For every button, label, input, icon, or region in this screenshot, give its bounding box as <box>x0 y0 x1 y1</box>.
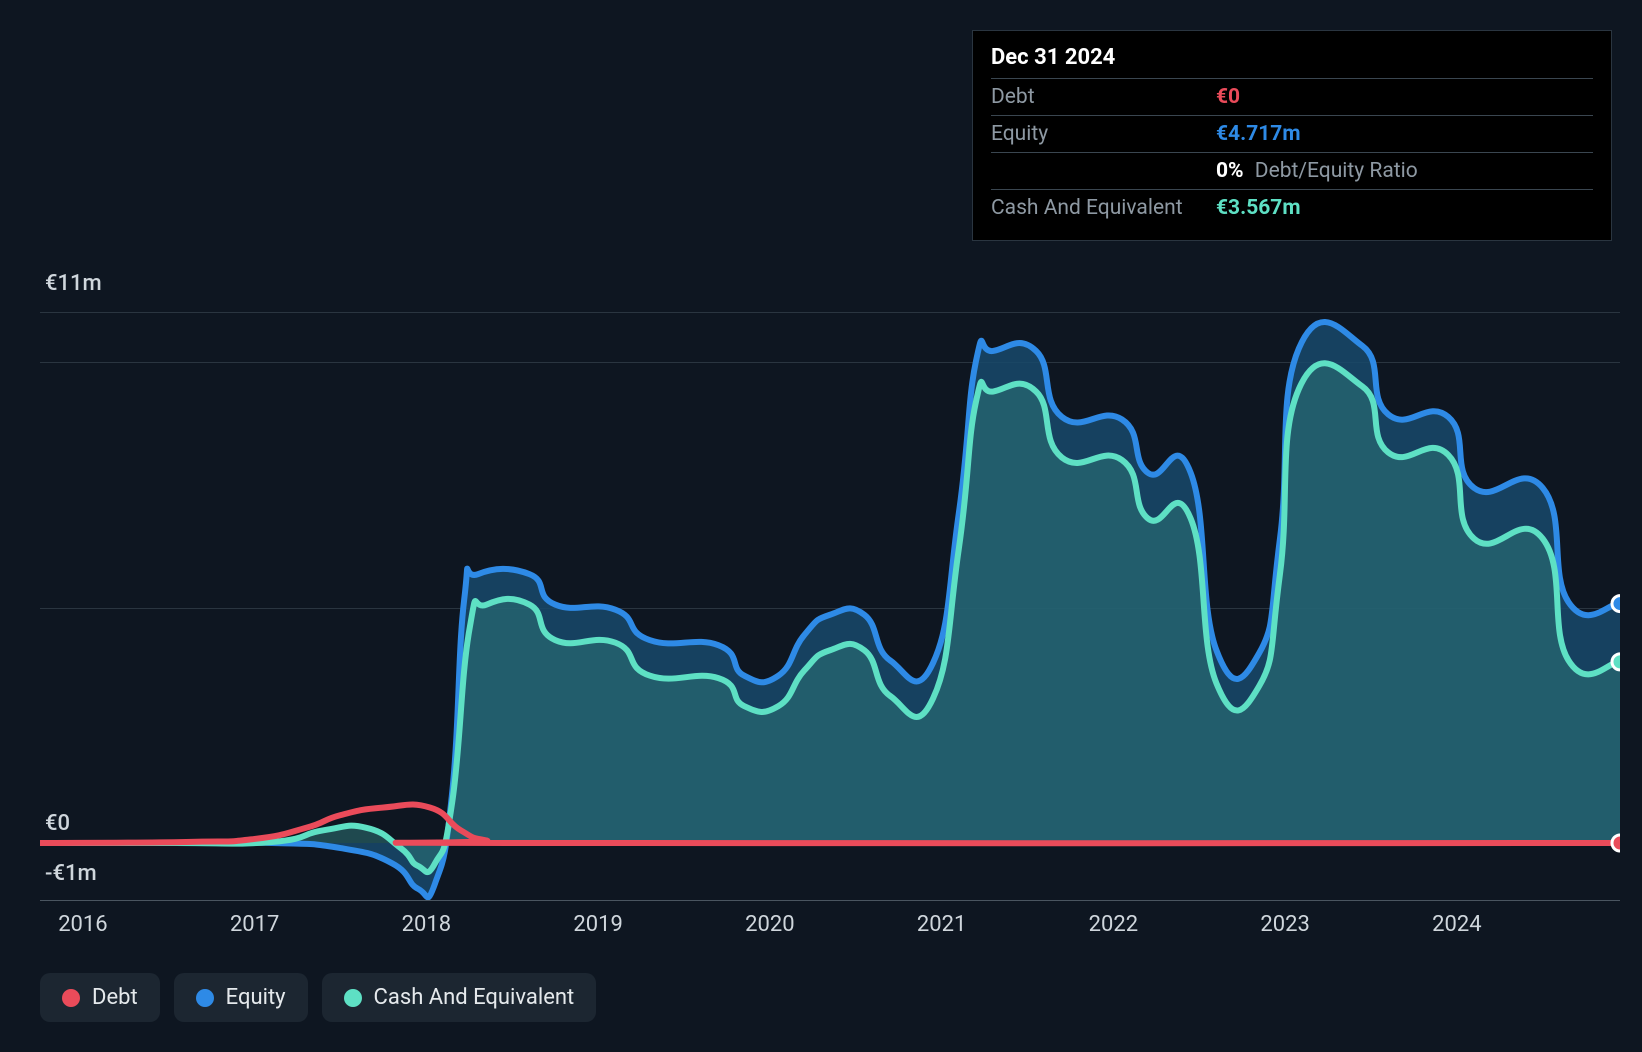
tooltip-label: Debt <box>991 85 1216 109</box>
legend-dot-equity <box>196 989 214 1007</box>
legend-label: Equity <box>226 985 286 1010</box>
end-marker-cash <box>1612 654 1620 670</box>
chart-container: €11m€0-€1m 20162017201820192020202120222… <box>0 0 1642 1052</box>
x-axis-label: 2017 <box>230 912 279 937</box>
legend-label: Debt <box>92 985 138 1010</box>
x-axis-label: 2024 <box>1432 912 1481 937</box>
tooltip-label: Cash And Equivalent <box>991 196 1216 220</box>
legend-dot-debt <box>62 989 80 1007</box>
x-axis-label: 2022 <box>1089 912 1138 937</box>
tooltip-label: Equity <box>991 122 1216 146</box>
legend: Debt Equity Cash And Equivalent <box>40 973 596 1022</box>
tooltip-rows: Debt€0Equity€4.717m0% Debt/Equity RatioC… <box>991 78 1593 226</box>
tooltip-value: €4.717m <box>1216 122 1301 146</box>
legend-label: Cash And Equivalent <box>374 985 575 1010</box>
tooltip-value: 0% Debt/Equity Ratio <box>1216 159 1418 183</box>
x-axis-label: 2021 <box>917 912 966 937</box>
end-marker-debt <box>1612 835 1620 851</box>
legend-dot-cash <box>344 989 362 1007</box>
x-axis-label: 2018 <box>402 912 451 937</box>
x-axis-label: 2019 <box>573 912 622 937</box>
legend-item-debt[interactable]: Debt <box>40 973 160 1022</box>
tooltip-value: €3.567m <box>1216 196 1301 220</box>
x-axis-line <box>40 900 1620 901</box>
legend-item-equity[interactable]: Equity <box>174 973 308 1022</box>
legend-item-cash[interactable]: Cash And Equivalent <box>322 973 597 1022</box>
tooltip-row: Cash And Equivalent€3.567m <box>991 189 1593 226</box>
x-axis-label: 2020 <box>745 912 794 937</box>
x-axis-label: 2023 <box>1260 912 1309 937</box>
tooltip-row: 0% Debt/Equity Ratio <box>991 152 1593 189</box>
tooltip-title: Dec 31 2024 <box>991 45 1593 78</box>
end-marker-equity <box>1612 596 1620 612</box>
tooltip: Dec 31 2024 Debt€0Equity€4.717m0% Debt/E… <box>972 30 1612 241</box>
tooltip-row: Equity€4.717m <box>991 115 1593 152</box>
x-axis-label: 2016 <box>58 912 107 937</box>
tooltip-value: €0 <box>1216 85 1240 109</box>
tooltip-row: Debt€0 <box>991 78 1593 115</box>
